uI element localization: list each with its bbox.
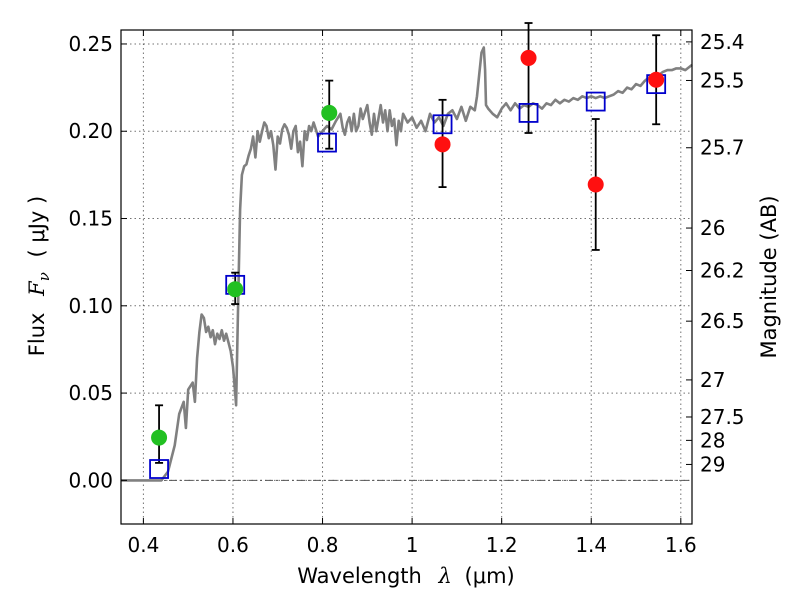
- red-data-point: [587, 176, 604, 193]
- right-tick-label: 26.5: [700, 309, 745, 333]
- x-axis-title: Wavelength λ (μm): [297, 564, 514, 588]
- right-tick-label: 28: [700, 428, 725, 452]
- x-tick-label: 1.2: [486, 533, 518, 557]
- y-tick-label: 0.10: [68, 294, 113, 318]
- right-tick-label: 25.4: [700, 30, 745, 54]
- model-photometry-square: [585, 91, 606, 112]
- right-axis-title: Magnitude (AB): [757, 195, 781, 358]
- tick-layer: 0.4 0.6 0.8 1 1.2 1.4 1.6 0.00 0.05 0.10 0.15 0.20 0…: [68, 30, 744, 557]
- model-spectrum-line: [121, 46, 693, 482]
- red-data-point: [520, 49, 537, 66]
- y-tick-label: 0.05: [68, 381, 113, 405]
- x-axis-title-word: Wavelength: [297, 564, 422, 588]
- right-tick-label: 27: [700, 368, 725, 392]
- observed-points-layer: [151, 49, 665, 446]
- y-axis-title-unit: ( μJy ): [25, 196, 49, 258]
- y-tick-label: 0.25: [68, 32, 113, 56]
- right-tick-label: 25.5: [700, 68, 745, 92]
- right-tick-label: 29: [700, 452, 725, 476]
- y-tick-label: 0.00: [68, 468, 113, 492]
- x-tick-label: 0.8: [307, 533, 339, 557]
- model-photometry-layer: [149, 74, 667, 479]
- plot-frame: [120, 29, 693, 525]
- y-axis-title-word: Flux: [25, 313, 49, 357]
- x-tick-label: 1.6: [665, 533, 697, 557]
- right-tick-label: 27.5: [700, 405, 745, 429]
- x-tick-label: 0.4: [127, 533, 159, 557]
- right-tick-label: 25.7: [700, 136, 745, 160]
- model-spectrum-layer: [121, 46, 693, 482]
- green-data-point: [151, 429, 168, 446]
- red-data-point: [434, 136, 451, 153]
- y-axis-title-symbol: F: [25, 280, 49, 297]
- x-axis-title-unit: (μm): [465, 564, 515, 588]
- green-data-point: [227, 281, 244, 298]
- y-tick-label: 0.15: [68, 207, 113, 231]
- y-tick-label: 0.20: [68, 119, 113, 143]
- model-photometry-square: [149, 459, 169, 479]
- red-data-point: [648, 71, 665, 88]
- x-axis-title-symbol: λ: [438, 564, 452, 588]
- y-axis-title-symbol-sub: ν: [35, 272, 53, 281]
- y-axis-title: Flux Fν ( μJy ): [25, 196, 54, 356]
- right-tick-label: 26: [700, 216, 725, 240]
- right-tick-label: 26.2: [700, 258, 745, 282]
- model-photometry-square: [317, 132, 337, 153]
- x-tick-label: 1.4: [575, 533, 607, 557]
- x-tick-label: 0.6: [217, 533, 249, 557]
- x-tick-label: 1: [406, 533, 419, 557]
- green-data-point: [321, 104, 338, 121]
- model-photometry-square: [518, 103, 539, 123]
- model-photometry-square: [432, 114, 453, 135]
